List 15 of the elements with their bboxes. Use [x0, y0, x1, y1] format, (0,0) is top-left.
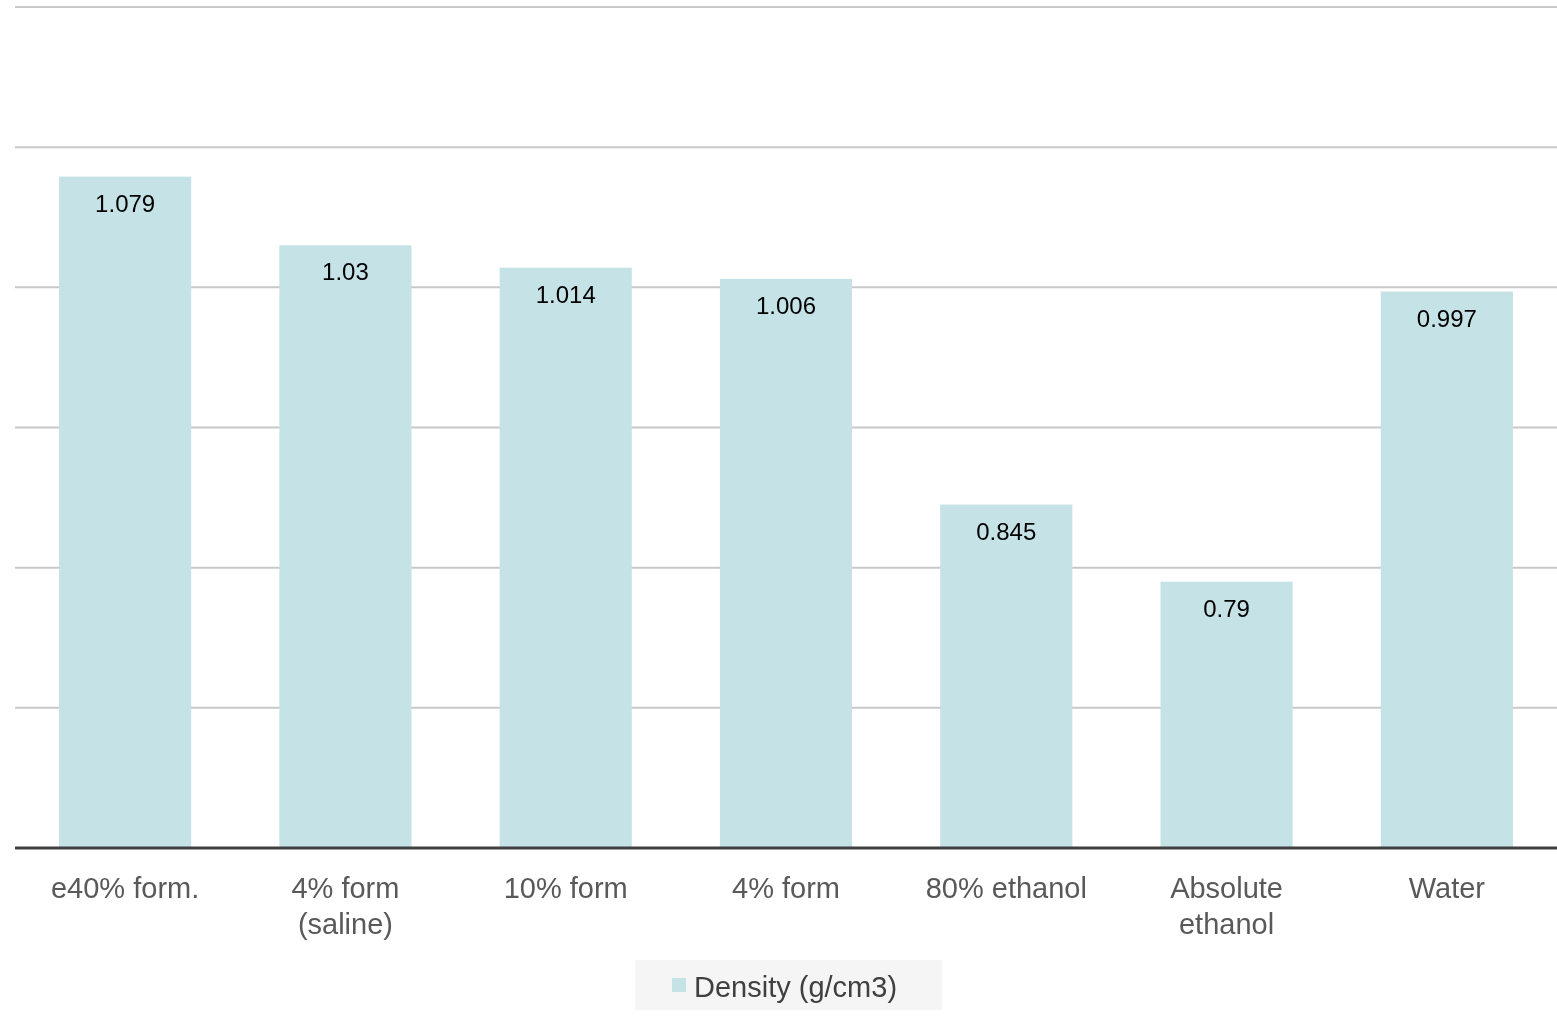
x-tick-label: 4% form (saline): [291, 872, 400, 940]
data-label: 1.079: [95, 189, 156, 217]
x-tick-label: 4% form: [732, 872, 840, 904]
x-tick-label: 80% ethanol: [925, 872, 1087, 904]
data-label: 1.006: [755, 291, 817, 319]
legend-label: Density (g/cm3): [694, 971, 898, 1003]
data-label: 0.997: [1416, 304, 1477, 332]
x-tick-label: e40% form.: [50, 872, 200, 904]
data-label: 1.03: [322, 258, 369, 286]
data-label: 1.014: [535, 280, 596, 308]
x-tick-label: Absolute ethanol: [1170, 872, 1283, 940]
x-tick-label: Water: [1408, 872, 1486, 904]
data-label: 0.845: [976, 517, 1037, 545]
data-label: 0.79: [1203, 594, 1250, 622]
x-tick-label: 10% form: [503, 872, 628, 904]
